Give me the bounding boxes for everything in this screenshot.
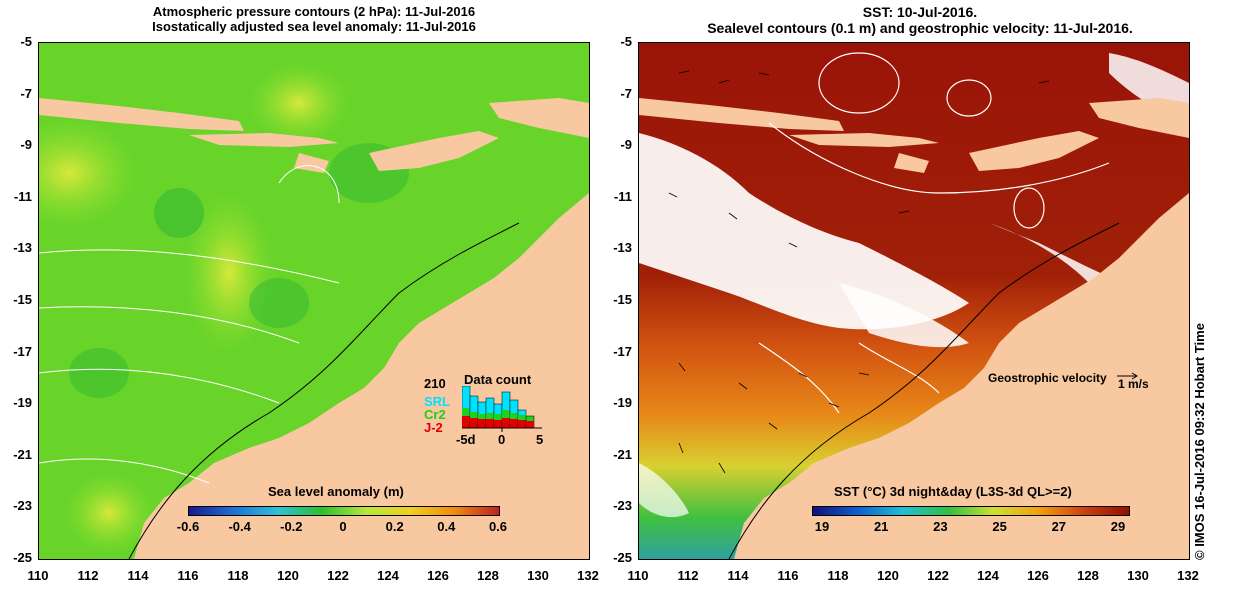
left-title-line1: Atmospheric pressure contours (2 hPa): 1… (152, 4, 476, 19)
left-y-tick-minus17: -17 (13, 343, 32, 359)
right-y-tick-minus23: -23 (613, 498, 632, 514)
right-y-tick-minus15: -15 (613, 292, 632, 307)
right-y-tick-minus13: -13 (613, 240, 632, 256)
velocity-arrows (668, 70, 1050, 474)
right-x-tick-120: 120 (877, 568, 899, 583)
left-map (38, 42, 590, 560)
right-colorbar-label-3: 25 (992, 519, 1007, 534)
data-count-max: 210 (424, 376, 446, 391)
right-x-tick-116: 116 (777, 568, 799, 583)
data-count-title: Data count (464, 372, 532, 387)
sat-srl-label: SRL (424, 394, 450, 409)
left-x-tick-130: 130 (527, 568, 549, 583)
left-y-tick-minus9: -9 (20, 137, 32, 153)
left-colorbar-label-0: -0.6 (176, 519, 200, 534)
right-y-tick-minus11: -11 (613, 188, 632, 204)
right-title-line1: SST: 10-Jul-2016. (862, 4, 978, 20)
left-title-line2: Isostatically adjusted sea level anomaly… (152, 19, 476, 34)
right-colorbar-label-2: 23 (933, 519, 948, 534)
left-x-tick-114: 114 (127, 568, 149, 583)
left-colorbar-label-3: 0 (339, 519, 347, 534)
data-count-axis-right: 5 (536, 432, 544, 447)
left-x-tick-118: 118 (227, 568, 249, 583)
right-x-tick-126: 126 (1027, 568, 1049, 583)
right-x-tick-132: 132 (1177, 568, 1199, 583)
right-colorbar-label-4: 27 (1051, 519, 1067, 534)
right-title: SST: 10-Jul-2016. Sealevel contours (0.1… (600, 4, 1240, 36)
left-y-tick-minus7: -7 (20, 85, 32, 101)
velocity-legend-arrow (1117, 372, 1138, 380)
left-x-tick-126: 126 (427, 568, 449, 583)
right-y-tick-minus21: -21 (613, 446, 632, 462)
sat-cr2-label: Cr2 (424, 407, 446, 422)
left-y-tick-minus21: -21 (13, 446, 32, 462)
left-x-tick-132: 132 (577, 568, 599, 583)
right-map-svg (639, 43, 1189, 559)
left-x-tick-112: 112 (77, 568, 99, 583)
left-colorbar-label-2: -0.2 (280, 519, 303, 534)
right-colorbar-title: SST (°C) 3d night&day (L3S-3d QL>=2) (834, 484, 1072, 499)
left-x-tick-110: 110 (27, 568, 49, 583)
left-title: Atmospheric pressure contours (2 hPa): 1… (40, 4, 588, 34)
left-map-svg (39, 43, 589, 559)
right-y-tick-minus17: -17 (613, 343, 632, 359)
sat-j2-label: J-2 (424, 420, 443, 435)
right-colorbar (812, 506, 1130, 516)
right-x-tick-118: 118 (827, 568, 849, 583)
right-x-tick-122: 122 (927, 568, 949, 583)
data-count-histogram (462, 386, 542, 432)
right-x-tick-124: 124 (977, 568, 999, 583)
right-y-tick-minus25: -25 (613, 550, 632, 565)
right-x-tick-128: 128 (1077, 568, 1099, 583)
right-y-tick-minus19: -19 (613, 395, 632, 411)
left-colorbar-label-5: 0.4 (437, 519, 456, 534)
right-x-tick-130: 130 (1127, 568, 1149, 583)
left-y-tick-minus19: -19 (13, 395, 32, 411)
left-y-tick-minus13: -13 (13, 240, 32, 256)
left-colorbar (188, 506, 500, 516)
data-count-axis-mid: 0 (498, 432, 506, 447)
left-x-tick-128: 128 (477, 568, 499, 583)
left-y-tick-minus23: -23 (13, 498, 32, 514)
left-y-tick-minus11: -11 (13, 188, 32, 204)
left-x-tick-124: 124 (377, 568, 399, 583)
left-y-tick-minus5: -5 (20, 34, 32, 49)
right-y-tick-minus9: -9 (620, 137, 632, 153)
right-x-tick-112: 112 (677, 568, 699, 583)
left-x-tick-120: 120 (277, 568, 299, 583)
data-count-axis-left: -5d (456, 432, 476, 447)
right-y-tick-minus7: -7 (620, 85, 632, 101)
right-colorbar-label-0: 19 (814, 519, 830, 534)
left-x-tick-116: 116 (177, 568, 199, 583)
left-colorbar-label-1: -0.4 (228, 519, 251, 534)
left-y-tick-minus25: -25 (13, 550, 32, 565)
left-y-tick-minus15: -15 (13, 292, 32, 307)
left-x-tick-122: 122 (327, 568, 349, 583)
right-colorbar-label-1: 21 (873, 519, 889, 534)
right-map (638, 42, 1190, 560)
right-x-tick-114: 114 (727, 568, 749, 583)
right-x-tick-110: 110 (627, 568, 649, 583)
copyright-text: © IMOS 16-Jul-2016 09:32 Hobart Time (1192, 323, 1207, 560)
histogram-bars (462, 386, 535, 429)
right-title-line2: Sealevel contours (0.1 m) and geostrophi… (707, 20, 1133, 36)
left-colorbar-label-6: 0.6 (488, 519, 508, 534)
left-colorbar-title: Sea level anomaly (m) (268, 484, 404, 499)
velocity-legend-scale: 1 m/s (1118, 377, 1149, 391)
right-y-tick-minus5: -5 (620, 34, 632, 49)
left-colorbar-label-4: 0.2 (385, 519, 404, 534)
velocity-legend-label: Geostrophic velocity (988, 371, 1107, 385)
right-colorbar-label-5: 29 (1110, 519, 1126, 534)
